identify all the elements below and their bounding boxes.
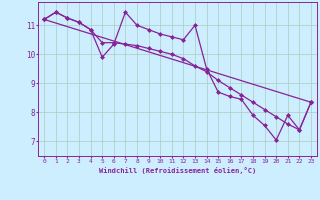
X-axis label: Windchill (Refroidissement éolien,°C): Windchill (Refroidissement éolien,°C) bbox=[99, 167, 256, 174]
